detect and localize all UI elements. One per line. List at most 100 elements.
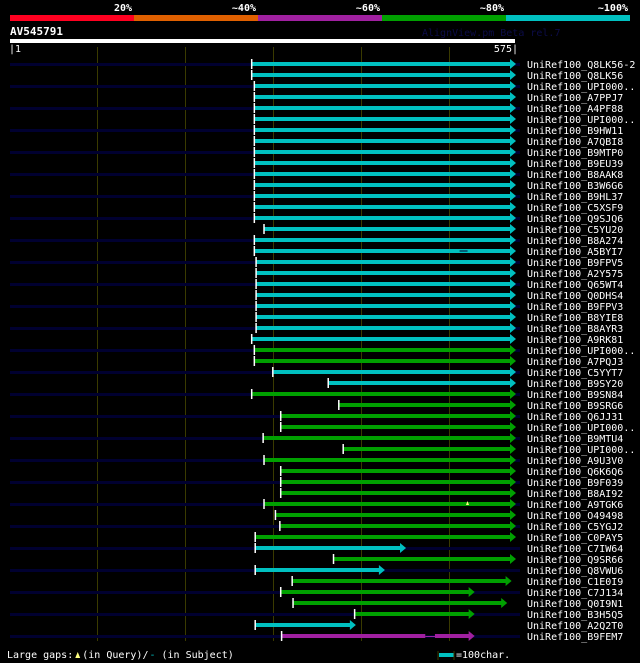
hit-row[interactable]: UniRef100_C5YU20 (263, 224, 623, 236)
hit-row[interactable]: UniRef100_C5YGJ2 (10, 521, 623, 533)
hit-label[interactable]: UniRef100_B9HL37 (527, 192, 623, 203)
hit-row[interactable]: UniRef100_B8YIE8 (255, 312, 623, 324)
hit-row[interactable]: UniRef100_B9FPV3 (10, 301, 623, 313)
hit-row[interactable]: UniRef100_B3W6G6 (253, 180, 624, 192)
hit-label[interactable]: UniRef100_B9MTU4 (527, 434, 623, 445)
hit-row[interactable]: UniRef100_Q9SJQ6 (10, 213, 623, 225)
hit-row[interactable]: UniRef100_UPI000.. (10, 345, 635, 357)
hit-label[interactable]: UniRef100_A7QBI8 (527, 137, 623, 148)
hit-label[interactable]: UniRef100_C5YU20 (527, 225, 623, 236)
hit-row[interactable]: UniRef100_Q9SR66 (332, 554, 624, 566)
hit-label[interactable]: UniRef100_Q0I9N1 (527, 599, 623, 610)
hit-row[interactable]: UniRef100_B9FPV5 (10, 257, 623, 269)
hit-row[interactable]: UniRef100_A7QBI8 (253, 136, 624, 148)
hit-label[interactable]: UniRef100_A2Y575 (527, 269, 623, 280)
hit-label[interactable]: UniRef100_A9TGK6 (527, 500, 623, 511)
hit-label[interactable]: UniRef100_UPI000.. (527, 423, 635, 434)
hit-row[interactable]: UniRef100_A9RK81 (250, 334, 623, 346)
hit-row[interactable]: UniRef100_B9SY20 (327, 378, 623, 390)
hit-row[interactable]: UniRef100_B9MTU4 (10, 433, 623, 445)
hit-label[interactable]: UniRef100_C5YYT7 (527, 368, 623, 379)
hit-row[interactable]: UniRef100_Q0DHS4 (255, 290, 623, 302)
hit-label[interactable]: UniRef100_A4PF88 (527, 104, 623, 115)
hit-row[interactable]: UniRef100_UPI000.. (279, 422, 635, 434)
hit-row[interactable]: UniRef100_B8AAK8 (10, 169, 623, 181)
hit-row[interactable]: UniRef100_B8AI92 (279, 488, 623, 500)
hit-label[interactable]: UniRef100_B8AYR3 (527, 324, 623, 335)
hit-label[interactable]: UniRef100_Q8VWU6 (527, 566, 623, 577)
hit-row[interactable]: UniRef100_B9MTP0 (10, 147, 623, 159)
hit-label[interactable]: UniRef100_C5XSF9 (527, 203, 623, 214)
hit-row[interactable]: UniRef100_B9FEM7 (10, 631, 623, 643)
hit-label[interactable]: UniRef100_Q6JJ31 (527, 412, 623, 423)
hit-label[interactable]: UniRef100_B9SRG6 (527, 401, 623, 412)
hit-label[interactable]: UniRef100_Q8LK56 (527, 71, 623, 82)
hit-row[interactable]: UniRef100_A7PPJ7 (253, 92, 624, 104)
hit-label[interactable]: UniRef100_B8YIE8 (527, 313, 623, 324)
hit-row[interactable]: UniRef100_B9SRG6 (338, 400, 623, 412)
hit-label[interactable]: UniRef100_B8AAK8 (527, 170, 623, 181)
hit-row[interactable]: UniRef100_B8AYR3 (10, 323, 623, 335)
hit-label[interactable]: UniRef100_B9FPV5 (527, 258, 623, 269)
hit-label[interactable]: UniRef100_B9FEM7 (527, 632, 623, 643)
hit-label[interactable]: UniRef100_B8AI92 (527, 489, 623, 500)
hit-row[interactable]: UniRef100_C7IW64 (10, 543, 623, 555)
hit-label[interactable]: UniRef100_B9HW11 (527, 126, 623, 137)
hit-row[interactable]: UniRef100_B9HL37 (10, 191, 623, 203)
hit-row[interactable]: UniRef100_B9SN84 (10, 389, 623, 401)
hit-row[interactable]: UniRef100_Q8LK56 (250, 70, 623, 82)
hit-row[interactable]: UniRef100_Q0I9N1 (292, 598, 623, 610)
hit-label[interactable]: UniRef100_B9SN84 (527, 390, 623, 401)
hit-row[interactable]: UniRef100_A7PQJ3 (253, 356, 624, 368)
hit-label[interactable]: UniRef100_Q8LK56-2 (527, 60, 635, 71)
hit-label[interactable]: UniRef100_B9FPV3 (527, 302, 623, 313)
hit-row[interactable]: UniRef100_C5YYT7 (10, 367, 623, 379)
hit-row[interactable]: UniRef100_B9HW11 (10, 125, 623, 137)
hit-label[interactable]: UniRef100_Q6K6Q6 (527, 467, 623, 478)
hit-row[interactable]: UniRef100_A9TGK6 (10, 499, 623, 511)
hit-row[interactable]: UniRef100_A4PF88 (10, 103, 623, 115)
hit-row[interactable]: UniRef100_Q8LK56-2 (10, 59, 635, 71)
hit-label[interactable]: UniRef100_A2Q2T0 (527, 621, 623, 632)
hit-label[interactable]: UniRef100_Q0DHS4 (527, 291, 623, 302)
hit-row[interactable]: UniRef100_B3H5Q5 (10, 609, 623, 621)
hit-row[interactable]: UniRef100_C0PAY5 (254, 532, 623, 544)
hit-label[interactable]: UniRef100_B3W6G6 (527, 181, 623, 192)
hit-row[interactable]: UniRef100_A2Q2T0 (254, 620, 623, 632)
hit-label[interactable]: UniRef100_UPI000.. (527, 115, 635, 126)
hit-label[interactable]: UniRef100_C7IW64 (527, 544, 623, 555)
hit-row[interactable]: UniRef100_UPI000.. (10, 81, 635, 93)
hit-row[interactable]: UniRef100_B8A274 (10, 235, 623, 247)
hit-label[interactable]: UniRef100_C5YGJ2 (527, 522, 623, 533)
hit-label[interactable]: UniRef100_A5BYI7 (527, 247, 623, 258)
hit-label[interactable]: UniRef100_A7PPJ7 (527, 93, 623, 104)
hit-row[interactable]: UniRef100_C5XSF9 (253, 202, 624, 214)
hit-label[interactable]: UniRef100_B9F039 (527, 478, 623, 489)
hit-row[interactable]: UniRef100_A2Y575 (255, 268, 623, 280)
hit-label[interactable]: UniRef100_A9U3V0 (527, 456, 623, 467)
hit-label[interactable]: UniRef100_B8A274 (527, 236, 623, 247)
hit-label[interactable]: UniRef100_Q65WT4 (527, 280, 623, 291)
hit-row[interactable]: UniRef100_C1E0I9 (291, 576, 623, 588)
hit-label[interactable]: UniRef100_C0PAY5 (527, 533, 623, 544)
hit-row[interactable]: UniRef100_Q65WT4 (10, 279, 623, 291)
hit-label[interactable]: UniRef100_UPI000.. (527, 445, 635, 456)
hit-label[interactable]: UniRef100_C1E0I9 (527, 577, 623, 588)
hit-label[interactable]: UniRef100_O49498 (527, 511, 623, 522)
hit-label[interactable]: UniRef100_UPI000.. (527, 346, 635, 357)
hit-row[interactable]: UniRef100_A5BYI7 (253, 246, 624, 258)
hit-row[interactable]: UniRef100_UPI000.. (342, 444, 635, 456)
hit-row[interactable]: UniRef100_O49498 (274, 510, 624, 522)
hit-label[interactable]: UniRef100_B9EU39 (527, 159, 623, 170)
hit-row[interactable]: UniRef100_B9F039 (10, 477, 623, 489)
hit-row[interactable]: UniRef100_Q6JJ31 (10, 411, 623, 423)
hit-label[interactable]: UniRef100_A9RK81 (527, 335, 623, 346)
hit-label[interactable]: UniRef100_A7PQJ3 (527, 357, 623, 368)
hit-row[interactable]: UniRef100_C7J134 (10, 587, 623, 599)
hit-label[interactable]: UniRef100_C7J134 (527, 588, 623, 599)
hit-label[interactable]: UniRef100_Q9SJQ6 (527, 214, 623, 225)
hit-label[interactable]: UniRef100_B9MTP0 (527, 148, 623, 159)
hit-label[interactable]: UniRef100_B3H5Q5 (527, 610, 623, 621)
hit-label[interactable]: UniRef100_B9SY20 (527, 379, 623, 390)
hit-row[interactable]: UniRef100_B9EU39 (253, 158, 624, 170)
